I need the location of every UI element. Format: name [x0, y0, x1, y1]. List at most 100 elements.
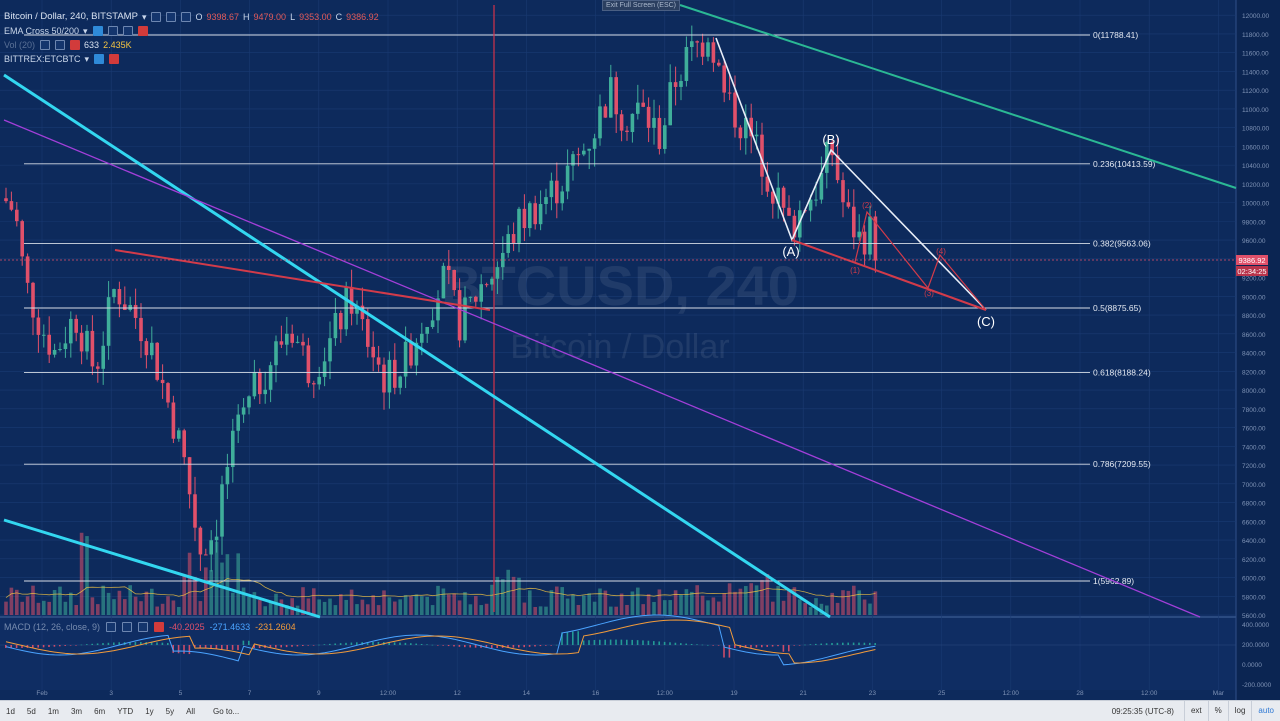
candle-body — [501, 252, 505, 268]
macd-histogram-bar — [788, 645, 790, 652]
macd-histogram-bar — [582, 640, 585, 645]
y-tick-label: 10600.00 — [1242, 144, 1269, 151]
volume-bar — [468, 604, 473, 615]
exit-fullscreen-button[interactable]: Exit Full Screen (ESC) — [602, 0, 681, 11]
volume-bar — [771, 601, 775, 615]
volume-bar — [306, 598, 311, 615]
timeframe-3m[interactable]: 3m — [70, 706, 83, 716]
macd-histogram-bar — [356, 642, 358, 645]
macd-settings-icon[interactable] — [122, 622, 133, 632]
abc-wave-path — [715, 37, 987, 311]
symbol-title[interactable]: Bitcoin / Dollar, 240, BITSTAMP — [4, 11, 138, 22]
macd-label[interactable]: MACD (12, 26, close, 9) — [4, 622, 101, 632]
macd-histogram-bar — [653, 641, 655, 645]
symbol-row: Bitcoin / Dollar, 240, BITSTAMP ▾ O 9398… — [4, 10, 379, 24]
volume-bar — [198, 601, 203, 615]
last-price-tag: 9386.92 — [1238, 256, 1265, 265]
hide-icon[interactable] — [151, 12, 162, 22]
clock[interactable]: 09:25:35 (UTC-8) — [1111, 706, 1174, 716]
volume-value: 633 — [84, 40, 100, 50]
volume-bar — [182, 575, 186, 615]
low-label: L — [290, 12, 296, 22]
macd-more-icon[interactable] — [138, 622, 149, 632]
price-chart[interactable]: BTCUSD, 240 Bitcoin / Dollar 0(11788.41)… — [0, 0, 1280, 700]
macd-histogram-bar — [312, 645, 315, 646]
timeframe-6m[interactable]: 6m — [94, 706, 106, 716]
compare-dropdown-icon[interactable]: ▾ — [84, 54, 90, 64]
ema-more-icon[interactable] — [122, 26, 133, 36]
log-scale-toggle[interactable]: log — [1227, 701, 1252, 721]
macd-signal-value: -231.2604 — [255, 622, 296, 632]
ema-remove-icon[interactable] — [137, 26, 148, 36]
watermark: BTCUSD, 240 Bitcoin / Dollar — [441, 254, 799, 366]
volume-label[interactable]: Vol (20) — [4, 40, 36, 50]
percent-scale-toggle[interactable]: % — [1207, 701, 1228, 721]
macd-remove-icon[interactable] — [154, 622, 165, 632]
volume-bar — [47, 601, 51, 615]
volume-bar — [25, 596, 30, 615]
macd-histogram-bar — [809, 644, 812, 645]
candle-body — [733, 92, 737, 128]
fibonacci-retracement[interactable]: 0(11788.41) 0.236(10413.59) 0.382(9563.06)… — [24, 30, 1156, 586]
remove-icon[interactable] — [181, 12, 192, 22]
volume-bar — [852, 585, 856, 615]
ema-cross-label[interactable]: EMA Cross 50/200 — [4, 26, 80, 36]
volume-remove-icon[interactable] — [70, 40, 81, 50]
volume-bar — [625, 604, 629, 615]
volume-bar — [150, 588, 154, 615]
candle-body — [835, 155, 840, 181]
macd-histogram-bar — [534, 645, 536, 647]
price-axis[interactable]: 12000.00 11800.00 11600.00 11400.00 11200.00… — [1242, 13, 1269, 620]
macd-histogram-bar — [588, 640, 590, 645]
volume-settings-icon[interactable] — [40, 40, 51, 50]
macd-histogram-bar — [593, 639, 596, 645]
macd-histogram-bar — [269, 645, 272, 648]
time-axis[interactable]: Feb 3 5 7 9 12:00 12 14 16 12:00 19 21 23 25 12:00 28 12… — [36, 690, 1280, 697]
candle-body — [603, 106, 608, 118]
ema-dropdown-icon[interactable]: ▾ — [83, 26, 88, 36]
x-tick-label: 12:00 — [1003, 690, 1020, 697]
volume-bar — [830, 592, 834, 615]
volume-bar — [555, 586, 559, 615]
volume-bar — [544, 606, 548, 615]
macd-histogram-bar — [469, 645, 471, 648]
compare-visibility-icon[interactable] — [94, 54, 105, 64]
timeframe-1m[interactable]: 1m — [47, 706, 59, 716]
symbol-dropdown-icon[interactable]: ▾ — [141, 12, 147, 22]
volume-bar — [711, 597, 716, 615]
y-tick-label: 5800.00 — [1242, 594, 1266, 601]
candle-body — [360, 305, 365, 320]
candle-body — [63, 343, 68, 350]
timeframe-all[interactable]: All — [186, 706, 195, 716]
compare-symbol-label[interactable]: BITTREX:ETCBTC — [4, 54, 81, 64]
auto-scale-toggle[interactable]: auto — [1251, 701, 1280, 721]
macd-visibility-icon[interactable] — [106, 622, 117, 632]
volume-bar — [258, 600, 262, 615]
candle-body — [123, 304, 127, 310]
timeframe-5y[interactable]: 5y — [165, 706, 175, 716]
timeframe-1d[interactable]: 1d — [6, 706, 15, 716]
candle-body — [231, 430, 235, 468]
volume-bar — [452, 593, 456, 615]
candle-body — [247, 396, 251, 408]
volume-bar — [430, 605, 435, 615]
volume-bar — [69, 592, 73, 615]
trend-lines[interactable] — [3, 4, 1237, 619]
goto-date-button[interactable]: Go to... — [212, 706, 240, 716]
volume-more-icon[interactable] — [55, 40, 66, 50]
candle-body — [754, 134, 759, 137]
ema-settings-icon[interactable] — [107, 26, 118, 36]
timeframe-ytd[interactable]: YTD — [117, 706, 134, 716]
extended-hours-toggle[interactable]: ext — [1183, 701, 1208, 721]
timeframe-1y[interactable]: 1y — [145, 706, 154, 716]
settings-icon[interactable] — [166, 12, 177, 22]
candle-body — [652, 117, 656, 128]
candle-body — [144, 341, 149, 356]
macd-histogram-bar — [388, 642, 390, 645]
volume-bar — [700, 595, 705, 615]
compare-remove-icon[interactable] — [109, 54, 120, 64]
ema-visibility-icon[interactable] — [92, 26, 103, 36]
volume-bar — [441, 588, 446, 615]
timeframe-5d[interactable]: 5d — [26, 706, 36, 716]
macd-histogram-bar — [820, 643, 822, 645]
